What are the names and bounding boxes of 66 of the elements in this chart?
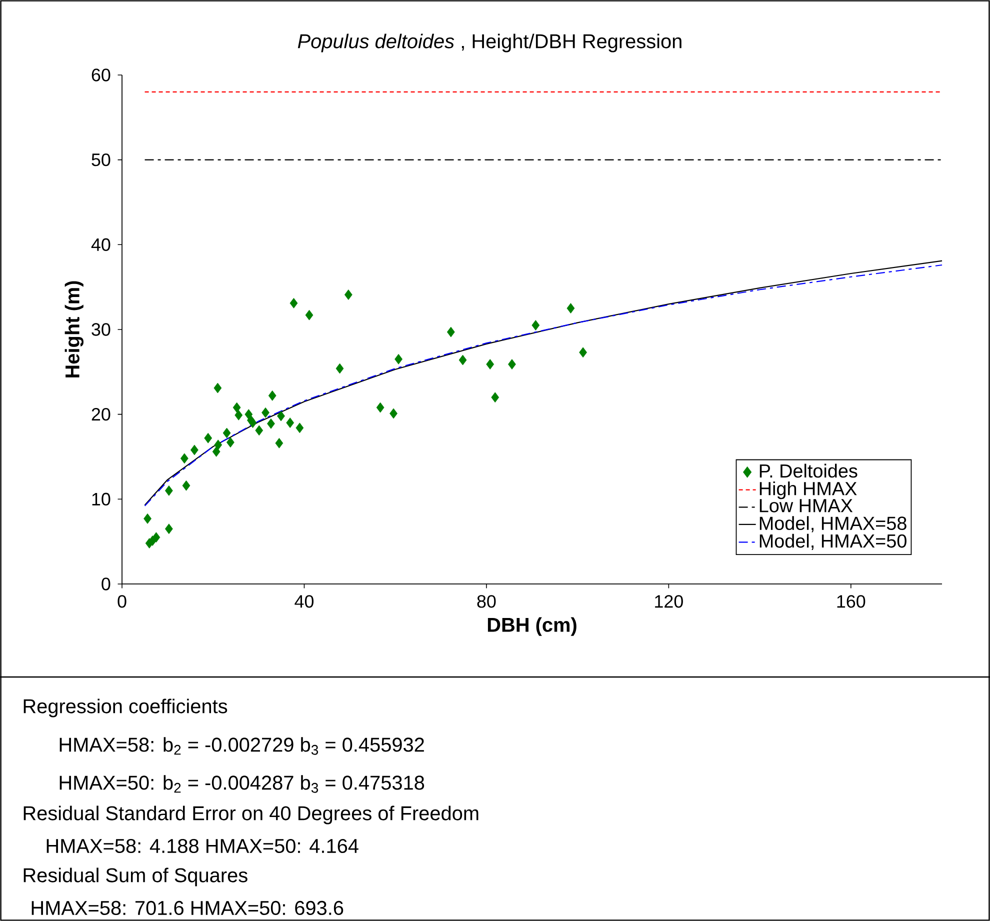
text: HMAX=50: b$_{2}$ = -0.004287 b$_{3}$ = 0.475318 bbox=[60, 775, 424, 793]
y-tick-label: 60 bbox=[92, 68, 110, 82]
point bbox=[180, 453, 188, 464]
point bbox=[458, 354, 467, 366]
x-tick-label: 0 bbox=[118, 595, 126, 608]
point bbox=[234, 410, 243, 420]
y-tick-label: 10 bbox=[92, 492, 110, 506]
point bbox=[390, 408, 398, 419]
point bbox=[222, 428, 231, 438]
legend-label: Low HMAX bbox=[760, 499, 853, 512]
point bbox=[214, 382, 222, 394]
point bbox=[248, 418, 257, 428]
x-axis-title: DBH (cm) bbox=[488, 617, 576, 636]
point bbox=[232, 402, 241, 413]
text: HMAX=58: 701.6 HMAX=50: 693.6 bbox=[32, 900, 344, 916]
point bbox=[267, 418, 275, 429]
point bbox=[446, 326, 455, 338]
point bbox=[296, 422, 304, 434]
point bbox=[275, 438, 284, 448]
legend-label: P. Deltoides bbox=[760, 464, 858, 478]
y-tick-label: 30 bbox=[92, 323, 110, 336]
point bbox=[204, 432, 212, 444]
point bbox=[144, 513, 152, 524]
point bbox=[164, 485, 173, 496]
point bbox=[214, 440, 222, 450]
point bbox=[579, 347, 587, 358]
legend-label: High HMAX bbox=[760, 481, 857, 500]
point bbox=[305, 310, 314, 320]
point bbox=[566, 303, 575, 314]
point bbox=[182, 480, 190, 491]
x-tick-label: 120 bbox=[655, 595, 683, 608]
point bbox=[255, 425, 264, 436]
point bbox=[336, 363, 344, 374]
text: HMAX=58: b$_{2}$ = -0.002729 b$_{3}$ = 0.455932 bbox=[60, 737, 424, 755]
point bbox=[226, 437, 234, 448]
point bbox=[486, 359, 494, 370]
point bbox=[190, 444, 198, 456]
point bbox=[491, 392, 500, 403]
legend-label: Model, HMAX=58 bbox=[760, 516, 906, 532]
point bbox=[212, 446, 220, 457]
point bbox=[164, 524, 173, 534]
y-axis-title: Height (m) bbox=[64, 281, 84, 378]
legend-label: Model, HMAX=50 bbox=[760, 534, 906, 550]
text: Residual Standard Error on 40 Degrees of Freedom bbox=[24, 806, 478, 824]
y-tick-label: 50 bbox=[92, 153, 110, 166]
y-tick-label: 0 bbox=[102, 578, 110, 590]
point bbox=[286, 418, 294, 428]
point bbox=[532, 320, 540, 330]
chart-title: Populus deltoides , Height/DBH Regression bbox=[298, 34, 682, 52]
x-tick-label: 40 bbox=[294, 595, 314, 608]
text: Regression coefficients bbox=[24, 698, 228, 718]
point bbox=[376, 402, 384, 413]
point bbox=[268, 390, 276, 401]
text: Residual Sum of Squares bbox=[24, 868, 248, 886]
point bbox=[508, 359, 516, 370]
x-tick-label: 80 bbox=[477, 595, 496, 608]
y-tick-label: 40 bbox=[91, 238, 110, 251]
point bbox=[344, 290, 352, 300]
point bbox=[290, 298, 298, 308]
point bbox=[394, 354, 402, 364]
point bbox=[152, 532, 160, 543]
point bbox=[262, 407, 270, 418]
y-tick-label: 20 bbox=[92, 408, 110, 421]
x-tick-label: 160 bbox=[837, 595, 866, 608]
text: HMAX=58: 4.188 HMAX=50: 4.164 bbox=[46, 838, 358, 854]
point bbox=[277, 410, 285, 422]
